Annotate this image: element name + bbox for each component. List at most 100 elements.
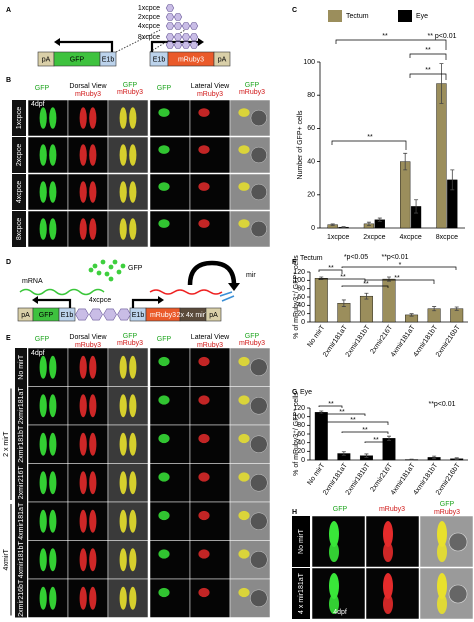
signal (129, 471, 137, 495)
micrograph (27, 501, 69, 541)
cpce-hexagon (75, 308, 89, 321)
eye-outline (250, 589, 268, 607)
signal (89, 548, 97, 572)
error-bar (454, 306, 459, 311)
row-label: 2xcpce (16, 144, 23, 166)
micrograph (189, 540, 231, 580)
annotation: ** (425, 47, 431, 54)
stage-label: 4dpf (31, 101, 45, 108)
gfp-dot (104, 271, 110, 277)
cpce-hexagon (173, 13, 183, 21)
error-bar (330, 223, 335, 226)
signal (89, 144, 97, 166)
gfp-dot (120, 263, 126, 269)
signal (238, 472, 250, 482)
signal (119, 548, 127, 572)
gfp-label: GFP (128, 265, 143, 272)
signal (39, 394, 47, 418)
y-tick-label: 0 (301, 319, 305, 326)
micrograph (189, 136, 231, 174)
error-bar (319, 410, 324, 415)
row-label: 2xmir181bT (18, 425, 25, 463)
y-tick-label: 120 (293, 405, 305, 412)
signal (129, 107, 137, 129)
signal (437, 573, 447, 599)
signal (119, 218, 127, 240)
error-bar (341, 299, 346, 307)
micrograph (107, 210, 149, 248)
signal (329, 542, 339, 562)
micrograph (365, 567, 420, 620)
signal (49, 548, 57, 572)
signal (119, 586, 127, 610)
signal (49, 471, 57, 495)
signal (79, 548, 87, 572)
signal (89, 394, 97, 418)
signal (238, 219, 250, 228)
group-label: 2 x mirT (3, 431, 10, 457)
x-tick-label: 2xmir216bT (435, 324, 462, 359)
signal (198, 510, 210, 521)
channel-label: GFP (123, 333, 138, 340)
construct-element (213, 51, 231, 67)
row-label-box (12, 100, 26, 136)
construct-element (58, 307, 76, 322)
cpce-hexagon (173, 41, 183, 49)
signal (238, 108, 250, 117)
signal (238, 510, 250, 521)
legend-swatch (328, 10, 342, 22)
micrograph (107, 386, 149, 426)
signal (198, 549, 210, 559)
signal (89, 181, 97, 203)
construct-label: pA (209, 312, 218, 319)
significance-bracket (341, 431, 389, 434)
mrna-label: mRNA (22, 278, 43, 285)
micrograph (67, 501, 109, 541)
micrograph (27, 136, 69, 174)
eye-outline (250, 109, 267, 127)
signal (437, 521, 447, 547)
signal (329, 594, 339, 614)
micrograph (27, 347, 69, 387)
significance-bracket (409, 53, 447, 60)
annotation: * (399, 262, 402, 269)
signal (129, 144, 137, 166)
gfp-dot (88, 267, 94, 273)
panel-letter: B (6, 77, 11, 84)
chart-title: Tectum (300, 255, 323, 262)
error-bar (403, 152, 408, 171)
annotation: ** (328, 265, 334, 272)
micrograph (107, 99, 149, 137)
mrna-wave (19, 288, 105, 296)
signal (383, 573, 393, 599)
construct-element (205, 307, 222, 322)
error-bar (409, 458, 414, 461)
signal (39, 218, 47, 240)
construct-element (99, 51, 117, 67)
signal (79, 181, 87, 203)
signal (238, 182, 250, 191)
signal (158, 587, 170, 598)
row-label: No mirT (18, 354, 25, 380)
panel-letter: A (6, 7, 11, 14)
micrograph (107, 540, 149, 580)
y-tick-label: 20 (307, 192, 315, 199)
error-bar (432, 455, 437, 460)
x-tick-label: 2xmir181bT (345, 324, 372, 359)
annotation: ** (340, 274, 346, 281)
error-bar (409, 313, 414, 317)
mir-hairpin (187, 260, 237, 286)
error-bar (366, 221, 371, 226)
eye-outline (250, 183, 267, 201)
channel-label: GFP (245, 333, 260, 340)
signal (39, 355, 47, 379)
x-tick-label: No mirT (306, 324, 326, 349)
signal (79, 218, 87, 240)
signal (198, 145, 210, 154)
row-label-box (292, 516, 310, 567)
signal (238, 356, 250, 367)
signal (383, 594, 393, 614)
channel-label: mRuby3 (117, 340, 143, 347)
micrograph (67, 540, 109, 580)
construct-label: E1b (132, 312, 145, 319)
